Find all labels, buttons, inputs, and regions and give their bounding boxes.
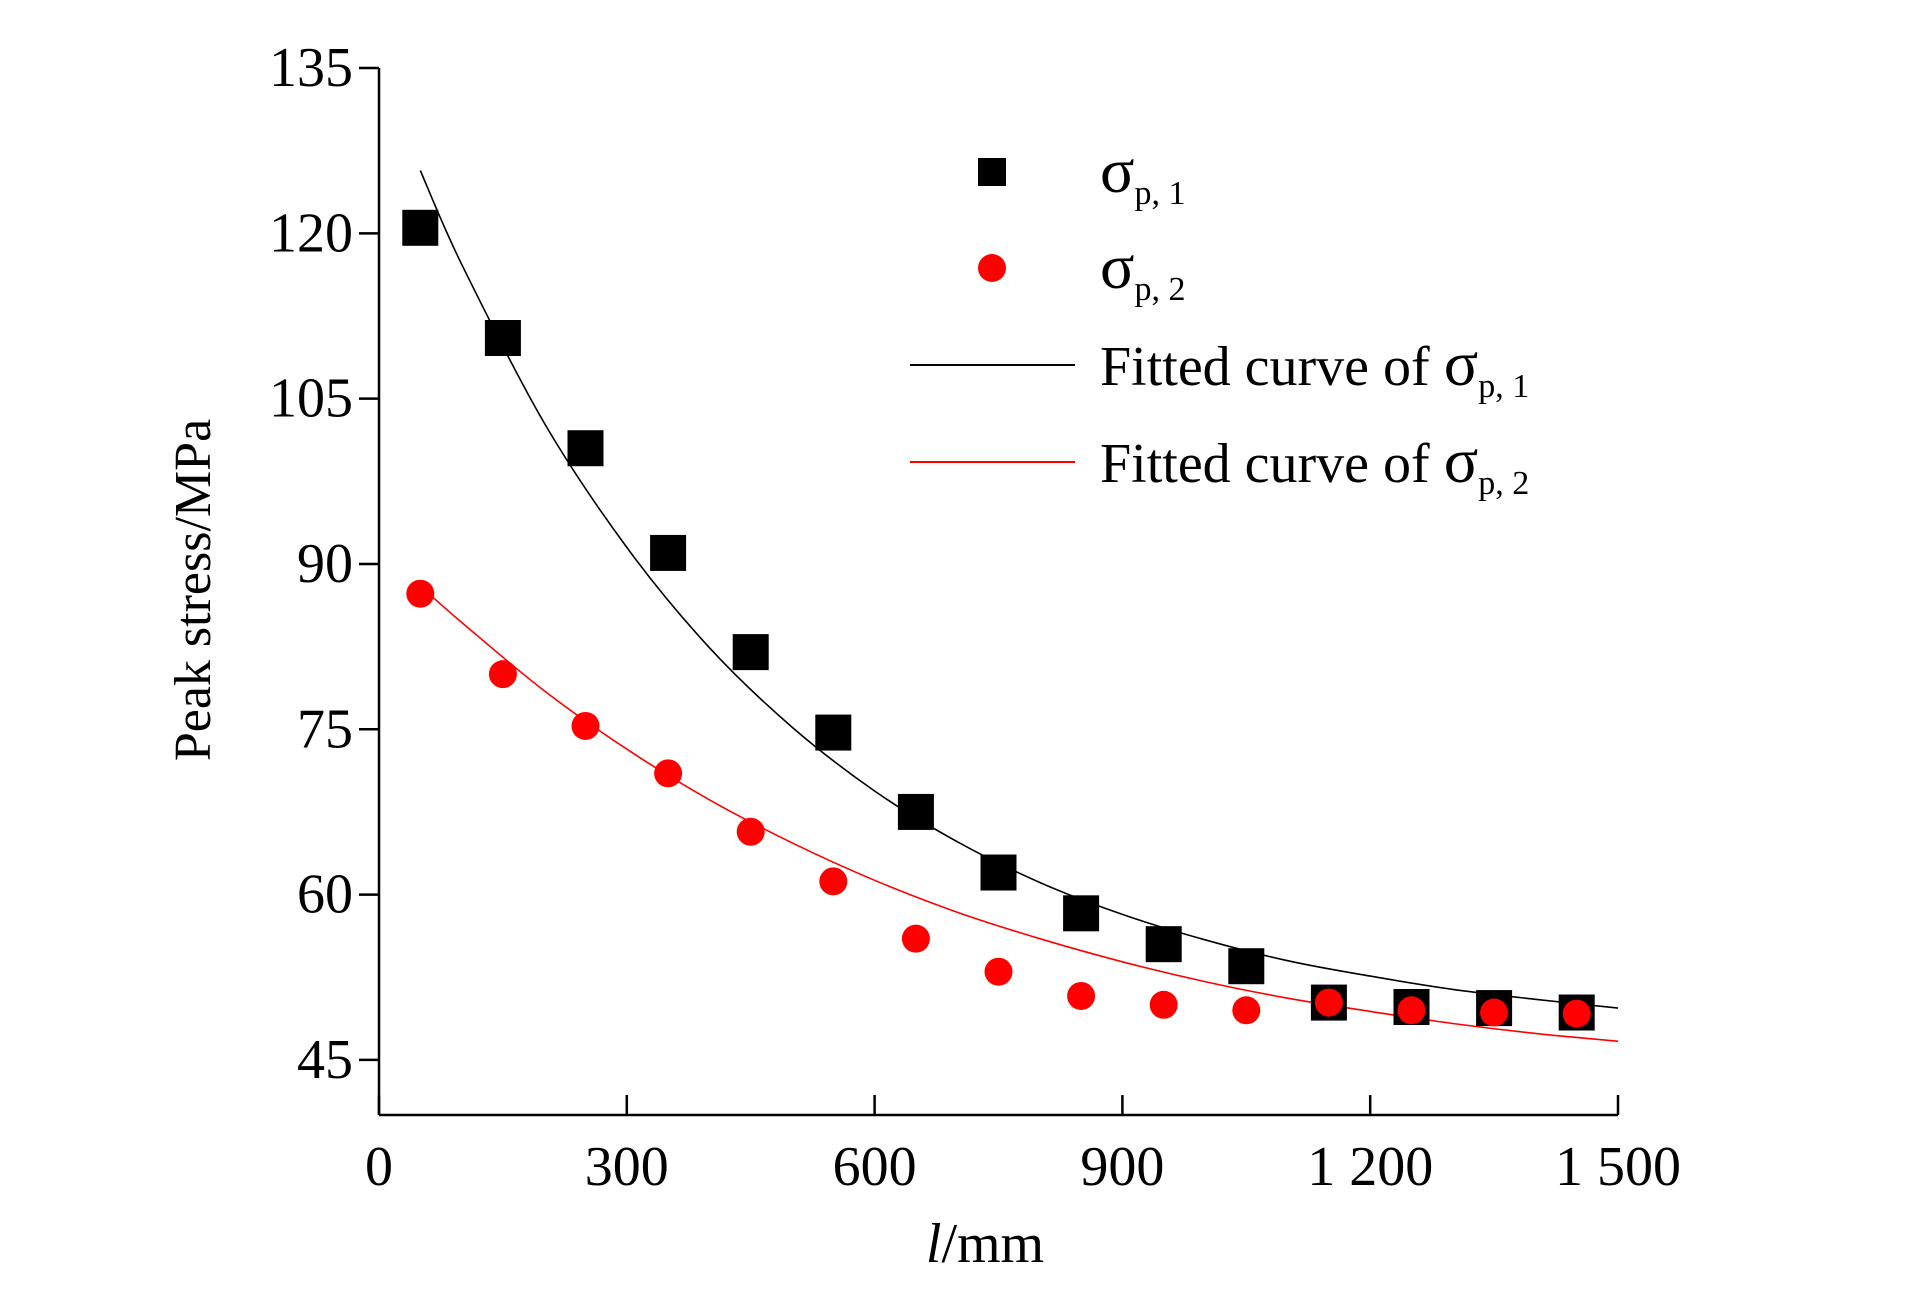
y-tick-label: 60 <box>297 864 353 926</box>
legend-label-subscript: p, 2 <box>1478 465 1529 502</box>
data-point-circle <box>1067 981 1096 1010</box>
data-point-square <box>402 209 439 246</box>
legend-label-symbol: σ <box>1100 135 1135 206</box>
x-axis-label: l/mm <box>926 1213 1044 1275</box>
data-points <box>402 209 1595 1031</box>
x-tick-label: 0 <box>365 1136 393 1198</box>
data-point-circle <box>654 759 683 788</box>
data-point-circle <box>1397 996 1426 1025</box>
data-point-circle <box>488 660 517 689</box>
legend-marker-square <box>978 158 1006 186</box>
legend-label-prefix: Fitted curve of <box>1100 336 1444 398</box>
data-point-square <box>484 320 521 357</box>
legend-label-subscript: p, 2 <box>1135 271 1186 308</box>
data-point-square <box>1228 948 1265 985</box>
axis-labels: Peak stress/MPa l/mm <box>165 419 1044 1275</box>
x-tick-label: 300 <box>585 1136 669 1198</box>
legend-item: Fitted curve of σp, 1 <box>910 328 1529 405</box>
y-axis-label: Peak stress/MPa <box>165 419 222 761</box>
legend-label-subscript: p, 1 <box>1478 368 1529 405</box>
data-point-square <box>815 714 852 751</box>
data-point-circle <box>736 817 765 846</box>
x-tick-label: 600 <box>833 1136 917 1198</box>
legend-label: σp, 2 <box>1100 231 1186 308</box>
y-tick-label: 45 <box>297 1029 353 1091</box>
data-point-circle <box>984 957 1013 986</box>
data-point-circle <box>1562 999 1591 1028</box>
data-point-circle <box>1232 996 1261 1025</box>
x-tick-label: 900 <box>1080 1136 1164 1198</box>
legend-item: σp, 1 <box>978 135 1186 212</box>
data-point-square <box>1145 926 1182 963</box>
legend-label-symbol: σ <box>1444 328 1479 399</box>
x-tick-label: 1 200 <box>1307 1136 1433 1198</box>
data-point-circle <box>571 711 600 740</box>
legend-item: σp, 2 <box>978 231 1186 308</box>
y-tick-label: 135 <box>269 37 353 99</box>
data-point-square <box>897 793 934 830</box>
legend-label: σp, 1 <box>1100 135 1186 212</box>
data-point-circle <box>1314 988 1343 1017</box>
data-point-circle <box>1480 998 1509 1027</box>
data-point-circle <box>819 867 848 896</box>
data-point-square <box>980 854 1017 891</box>
data-point-circle <box>1149 990 1178 1019</box>
legend-label-symbol: σ <box>1444 425 1479 496</box>
data-point-circle <box>406 579 435 608</box>
fitted-curve-line-2 <box>419 585 1619 1042</box>
x-axis-label-variable: l <box>926 1213 942 1275</box>
axes: 45 60 75 90 105 120 135 0 300 600 900 1 200 1 500 <box>269 37 1681 1198</box>
legend-label-prefix: Fitted curve of <box>1100 433 1444 495</box>
x-axis-label-unit: /mm <box>941 1213 1044 1275</box>
data-point-square <box>732 634 769 671</box>
data-point-square <box>650 534 687 571</box>
data-point-circle <box>901 924 930 953</box>
legend-item: Fitted curve of σp, 2 <box>910 425 1529 502</box>
x-tick-label: 1 500 <box>1555 1136 1681 1198</box>
legend-marker-circle <box>978 254 1006 282</box>
y-tick-label: 75 <box>297 698 353 760</box>
data-point-square <box>567 430 604 467</box>
fitted-curve-line-1 <box>419 170 1619 1009</box>
data-point-square <box>1063 895 1100 932</box>
legend-label-subscript: p, 1 <box>1135 175 1186 212</box>
legend-label: Fitted curve of σp, 2 <box>1100 425 1529 502</box>
legend-label-symbol: σ <box>1100 231 1135 302</box>
y-tick-label: 105 <box>269 368 353 430</box>
y-tick-label: 120 <box>269 202 353 264</box>
y-tick-label: 90 <box>297 533 353 595</box>
legend-label: Fitted curve of σp, 1 <box>1100 328 1529 405</box>
fitted-curves <box>419 170 1619 1042</box>
